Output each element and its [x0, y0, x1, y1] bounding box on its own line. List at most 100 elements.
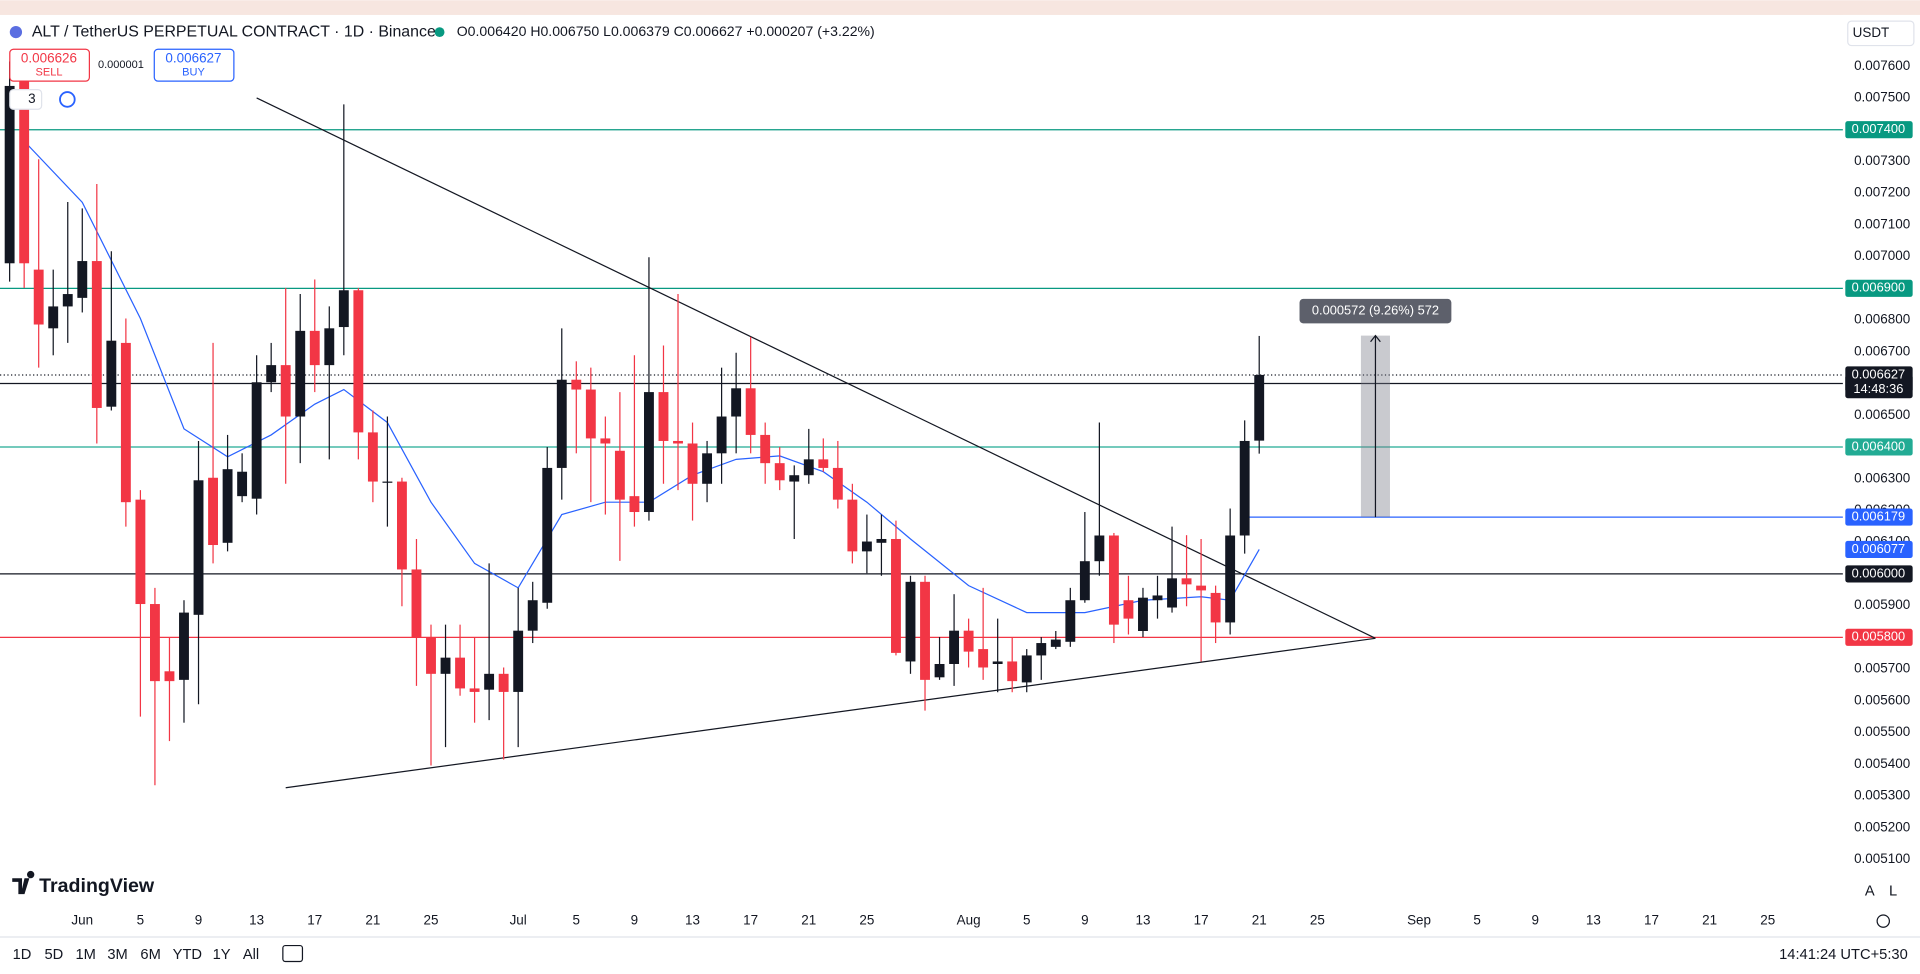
candle-body	[19, 79, 30, 264]
candle-body	[338, 290, 349, 328]
candle-body	[644, 392, 654, 513]
level-badge: 0.006900	[1852, 280, 1906, 295]
x-tick-label: 25	[1760, 913, 1775, 928]
candle-body	[484, 673, 495, 690]
candle-body	[193, 480, 204, 615]
candle-body	[1225, 535, 1236, 623]
y-tick-label: 0.007100	[1854, 216, 1910, 231]
market-status	[434, 27, 445, 37]
symbol-title: ALT / TetherUS PERPETUAL CONTRACT · 1D ·…	[32, 23, 436, 40]
countdown: 14:48:36	[1853, 381, 1903, 396]
y-tick-label: 0.005700	[1854, 661, 1910, 676]
candle-body	[891, 538, 901, 653]
logo-text: TradingView	[39, 875, 155, 897]
clock: 14:41:24 UTC+5:30	[1779, 947, 1908, 963]
x-tick-label: 25	[1310, 913, 1325, 928]
x-tick-label: 21	[801, 913, 816, 928]
candle-body	[1123, 600, 1134, 619]
x-tick-label: 5	[1473, 913, 1480, 928]
sync-icon[interactable]	[59, 91, 76, 108]
indicators-count: 3	[28, 91, 35, 106]
range-button[interactable]: YTD	[173, 947, 202, 963]
candle-body	[687, 443, 698, 484]
candle-body	[1254, 374, 1265, 441]
y-tick-label: 0.005200	[1854, 819, 1910, 834]
buy-label: BUY	[182, 66, 205, 78]
sell-label: SELL	[36, 66, 63, 78]
candle-body	[1152, 595, 1163, 601]
y-tick-label: 0.005100	[1854, 851, 1910, 866]
symbol-icon	[9, 25, 23, 39]
candle-body	[745, 388, 756, 435]
candle-body	[222, 469, 233, 543]
level-badge-bg	[1845, 121, 1913, 139]
x-tick-label: Aug	[957, 913, 981, 928]
range-button[interactable]: 1D	[13, 947, 32, 963]
x-tick-label: 9	[1081, 913, 1088, 928]
range-button[interactable]: All	[243, 947, 259, 963]
candle-body	[1036, 643, 1047, 656]
candle-body	[702, 453, 713, 484]
buy-button[interactable]	[153, 48, 235, 82]
date-range-icon[interactable]	[282, 944, 304, 963]
candle-body	[266, 365, 277, 383]
level-badge-bg	[1845, 508, 1913, 526]
trendline	[285, 637, 1376, 789]
last-price-badge: 0.006627	[1852, 366, 1906, 381]
price-axis	[1842, 14, 1920, 907]
candle-body	[382, 481, 393, 483]
range-button[interactable]: 1Y	[213, 947, 231, 963]
candle-body	[1196, 585, 1207, 591]
y-tick-label: 0.006500	[1854, 407, 1910, 422]
candle-body	[1094, 535, 1105, 562]
x-tick-label: Jun	[71, 913, 93, 928]
x-tick-label: 21	[1252, 913, 1267, 928]
y-tick-label: 0.006300	[1854, 470, 1910, 485]
candle-body	[847, 499, 858, 552]
candle-body	[774, 463, 785, 481]
candle-body	[135, 499, 146, 605]
x-tick-label: Sep	[1407, 913, 1431, 928]
y-tick-label: 0.007200	[1854, 185, 1910, 200]
x-tick-label: 13	[685, 913, 700, 928]
candle-body	[1021, 655, 1032, 683]
log-scale[interactable]: L	[1889, 884, 1897, 900]
range-button[interactable]: 3M	[107, 947, 127, 963]
level-badge: 0.006179	[1852, 508, 1906, 523]
candle-body	[789, 475, 800, 482]
auto-scale[interactable]: A	[1865, 884, 1875, 900]
candle-body	[1210, 592, 1221, 623]
x-tick-label: 25	[424, 913, 439, 928]
candle-body	[237, 471, 248, 497]
candle-body	[585, 389, 596, 439]
candle-body	[658, 392, 669, 441]
candle-body	[1050, 639, 1061, 647]
x-tick-label: 21	[365, 913, 380, 928]
ohlc-readout: O0.006420 H0.006750 L0.006379 C0.006627 …	[457, 23, 875, 39]
x-tick-label: 9	[1532, 913, 1539, 928]
range-button[interactable]: 5D	[44, 947, 63, 963]
ema-badge: 0.006077	[1852, 541, 1906, 556]
candle-body	[760, 434, 771, 464]
x-tick-label: 13	[249, 913, 264, 928]
indicators-toggle[interactable]	[9, 89, 43, 110]
candle-body	[1181, 578, 1192, 585]
measure-label-bg	[1299, 298, 1452, 324]
range-button[interactable]: 6M	[140, 947, 160, 963]
trendline	[256, 97, 1376, 639]
settings-icon[interactable]	[1876, 914, 1890, 928]
sell-price: 0.006626	[21, 51, 77, 66]
level-badge: 0.007400	[1852, 121, 1906, 136]
y-tick-label: 0.006800	[1854, 312, 1910, 327]
candle-body	[324, 328, 335, 366]
x-tick-label: 17	[743, 913, 758, 928]
sell-button[interactable]	[9, 48, 90, 82]
candle-body	[571, 379, 582, 390]
ema-line	[23, 140, 1260, 614]
level-badge-bg	[1845, 438, 1913, 456]
x-tick-label: 13	[1135, 913, 1150, 928]
currency-dropdown[interactable]	[1847, 20, 1915, 47]
x-tick-label: 5	[137, 913, 144, 928]
range-button[interactable]: 1M	[76, 947, 96, 963]
x-tick-label: 9	[195, 913, 202, 928]
